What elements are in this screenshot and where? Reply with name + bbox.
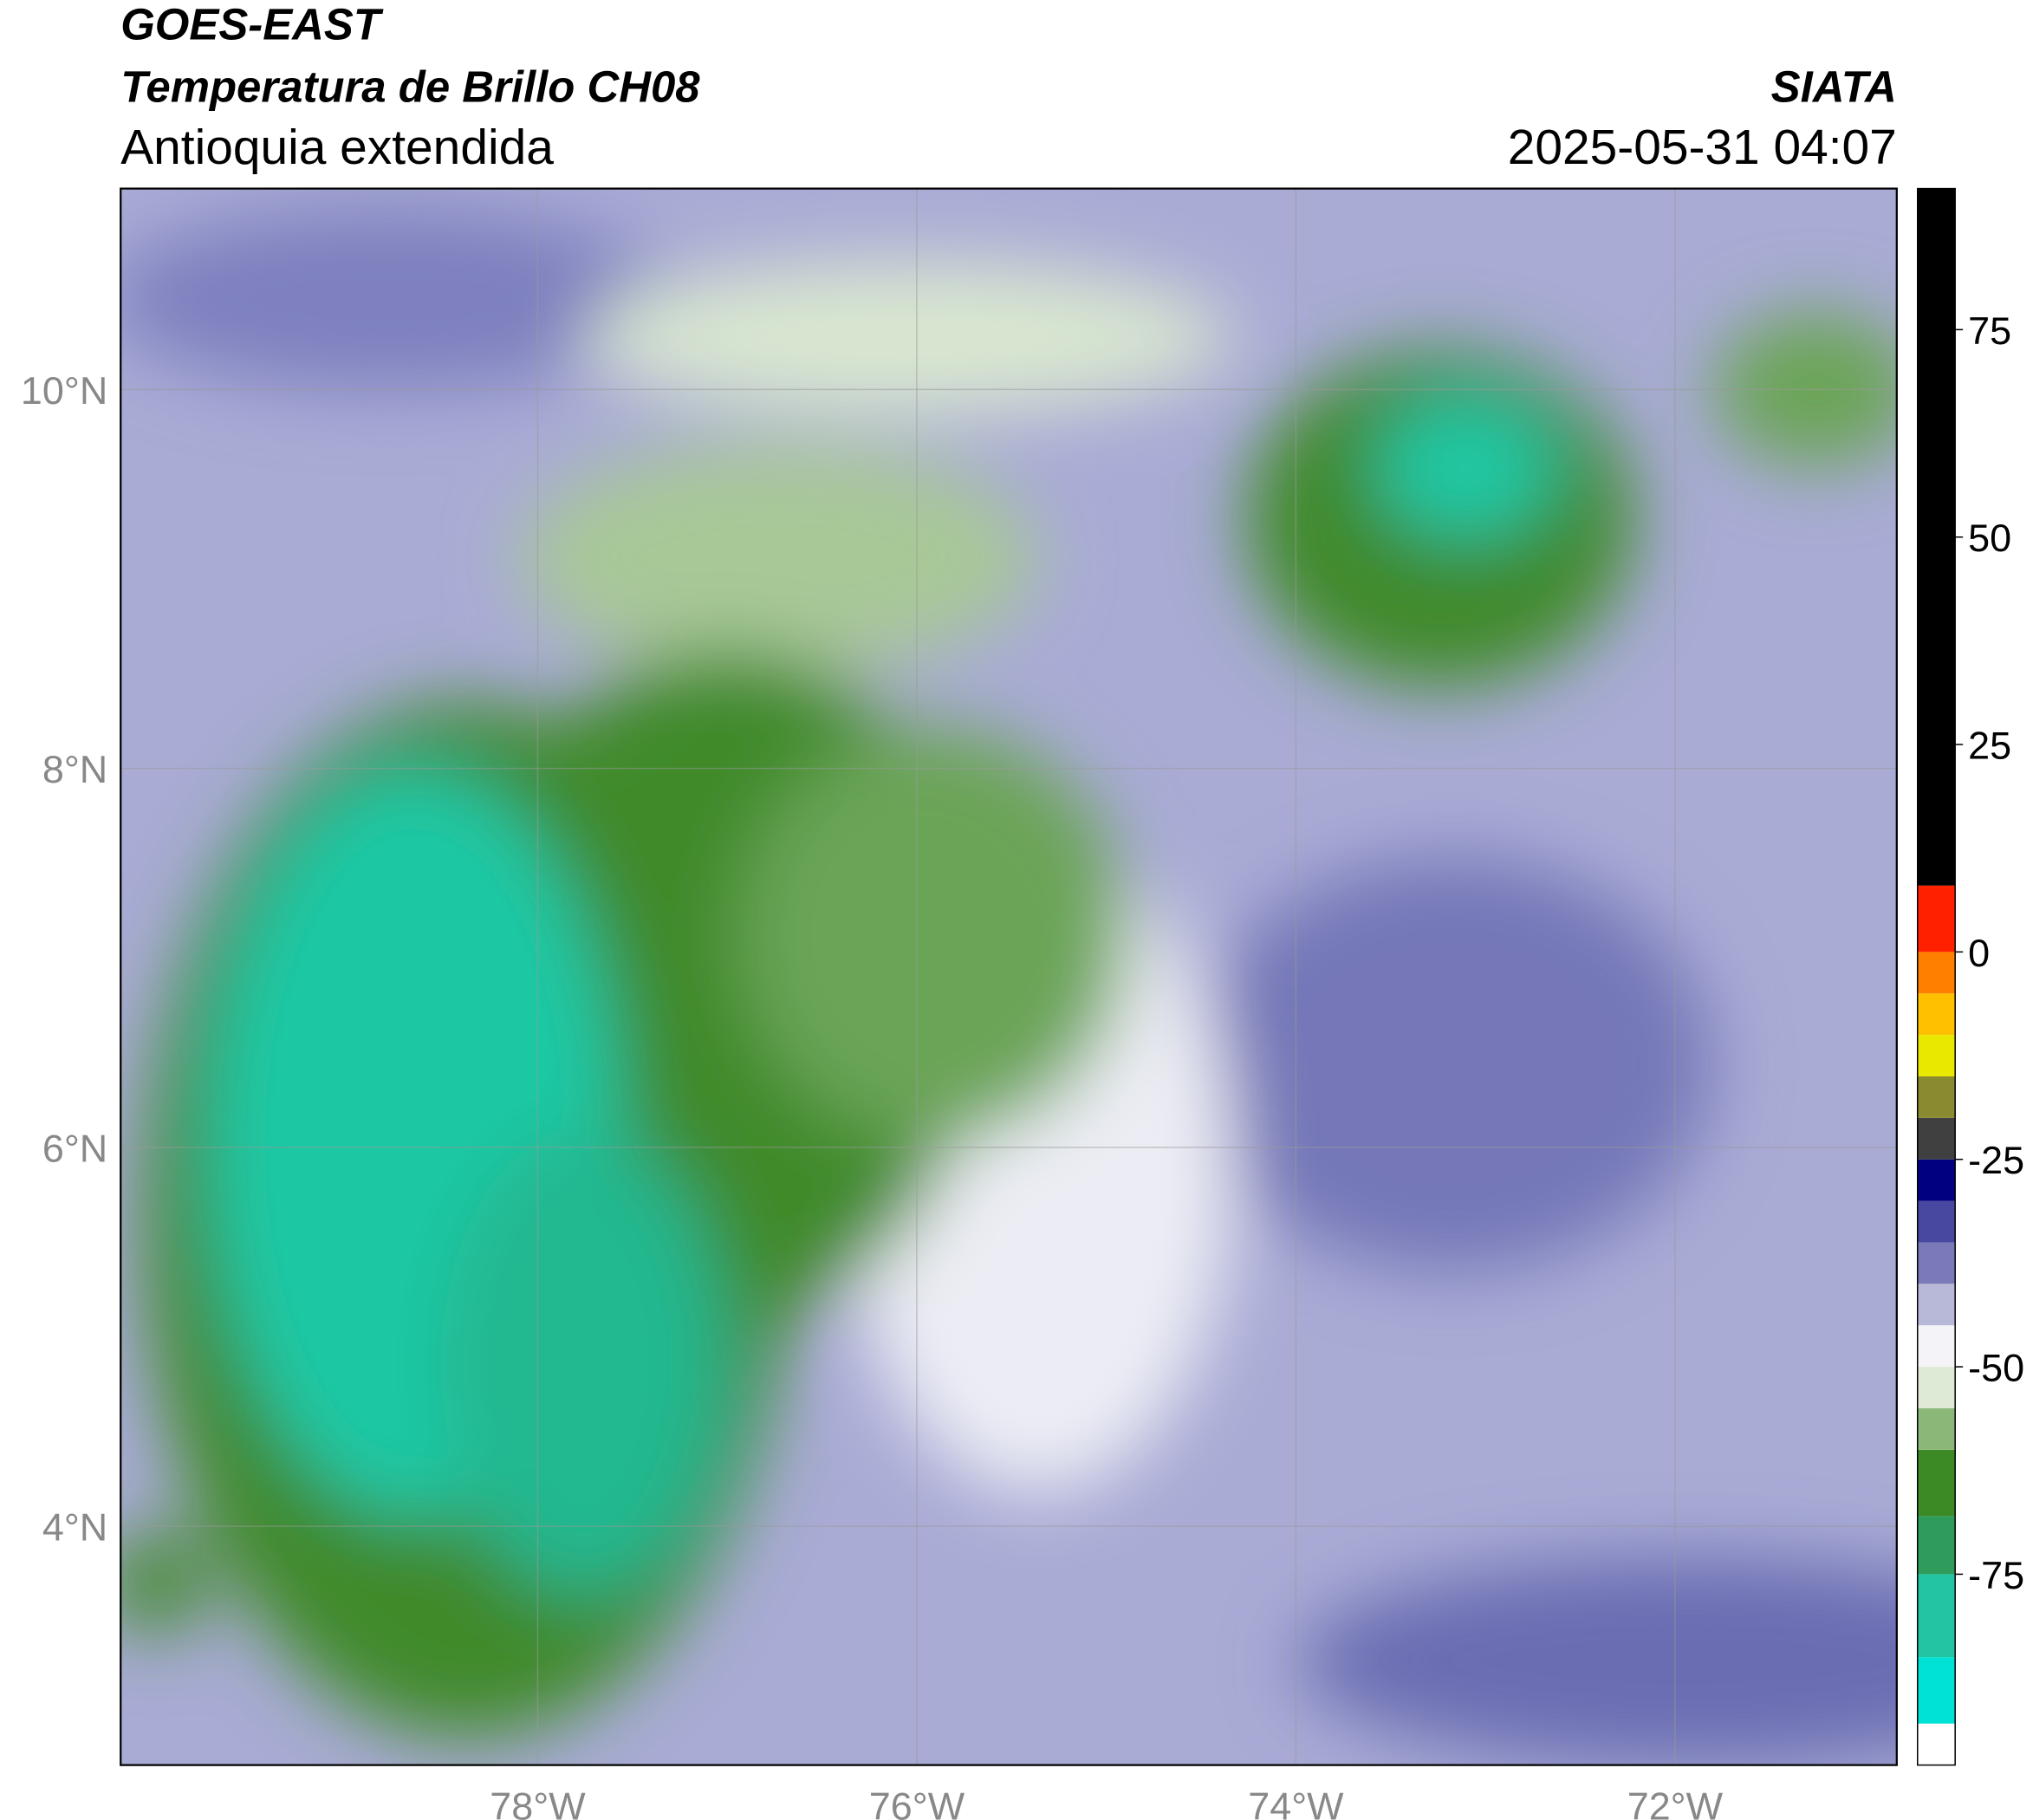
y-tick-label: 6°N bbox=[42, 1126, 107, 1170]
x-tick-label: 78°W bbox=[490, 1784, 586, 1820]
map-frame bbox=[120, 187, 1898, 1766]
colorbar-band bbox=[1917, 993, 1956, 1036]
colorbar-band bbox=[1917, 1117, 1956, 1160]
graticule bbox=[120, 188, 1897, 1765]
colorbar-band bbox=[1917, 1367, 1956, 1408]
x-tick-label: 76°W bbox=[869, 1784, 965, 1820]
colorbar-band bbox=[1917, 1159, 1956, 1201]
colorbar-band bbox=[1917, 1200, 1956, 1243]
colorbar-tick-label: 0 bbox=[1968, 931, 1990, 975]
colorbar-band bbox=[1917, 1076, 1956, 1118]
source: SIATA bbox=[1771, 62, 1897, 111]
colorbar-band bbox=[1917, 1242, 1956, 1284]
colorbar-band bbox=[1917, 952, 1956, 994]
colorbar-tick-label: -25 bbox=[1968, 1138, 2024, 1182]
satellite-image bbox=[120, 188, 1897, 1765]
y-tick-label: 8°N bbox=[42, 747, 107, 791]
x-tick-label: 72°W bbox=[1627, 1784, 1724, 1820]
colorbar-band bbox=[1917, 1516, 1956, 1575]
colorbar-band bbox=[1917, 885, 1956, 952]
colorbar-tick-label: -75 bbox=[1968, 1553, 2024, 1597]
colorbar-band bbox=[1917, 1325, 1956, 1368]
datetime: 2025-05-31 04:07 bbox=[1508, 120, 1897, 175]
colorbar-tick-label: 25 bbox=[1968, 724, 2011, 768]
colorbar-band bbox=[1917, 1574, 1956, 1658]
x-tick-label: 74°W bbox=[1248, 1784, 1344, 1820]
title: GOES-EAST bbox=[120, 0, 384, 49]
colorbar-band bbox=[1917, 188, 1956, 886]
subtitle: Temperatura de Brillo CH08 bbox=[120, 62, 700, 111]
colorbar-band bbox=[1917, 1407, 1956, 1450]
colorbar-band bbox=[1917, 1723, 1956, 1765]
colorbar-tick-label: -50 bbox=[1968, 1346, 2024, 1390]
colorbar-tick-label: 50 bbox=[1968, 516, 2011, 560]
y-tick-label: 4°N bbox=[42, 1505, 107, 1550]
colorbar-band bbox=[1917, 1035, 1956, 1076]
colorbar: -75 -50 -25 0 25 50 75 bbox=[1917, 187, 2024, 1766]
colorbar-tick-label: 75 bbox=[1968, 309, 2011, 353]
colorbar-band bbox=[1917, 1657, 1956, 1724]
y-tick-label: 10°N bbox=[21, 368, 107, 413]
region: Antioquia extendida bbox=[120, 120, 554, 175]
colorbar-band bbox=[1917, 1449, 1956, 1517]
colorbar-band bbox=[1917, 1284, 1956, 1326]
colorbar-frame bbox=[1917, 187, 1956, 1766]
